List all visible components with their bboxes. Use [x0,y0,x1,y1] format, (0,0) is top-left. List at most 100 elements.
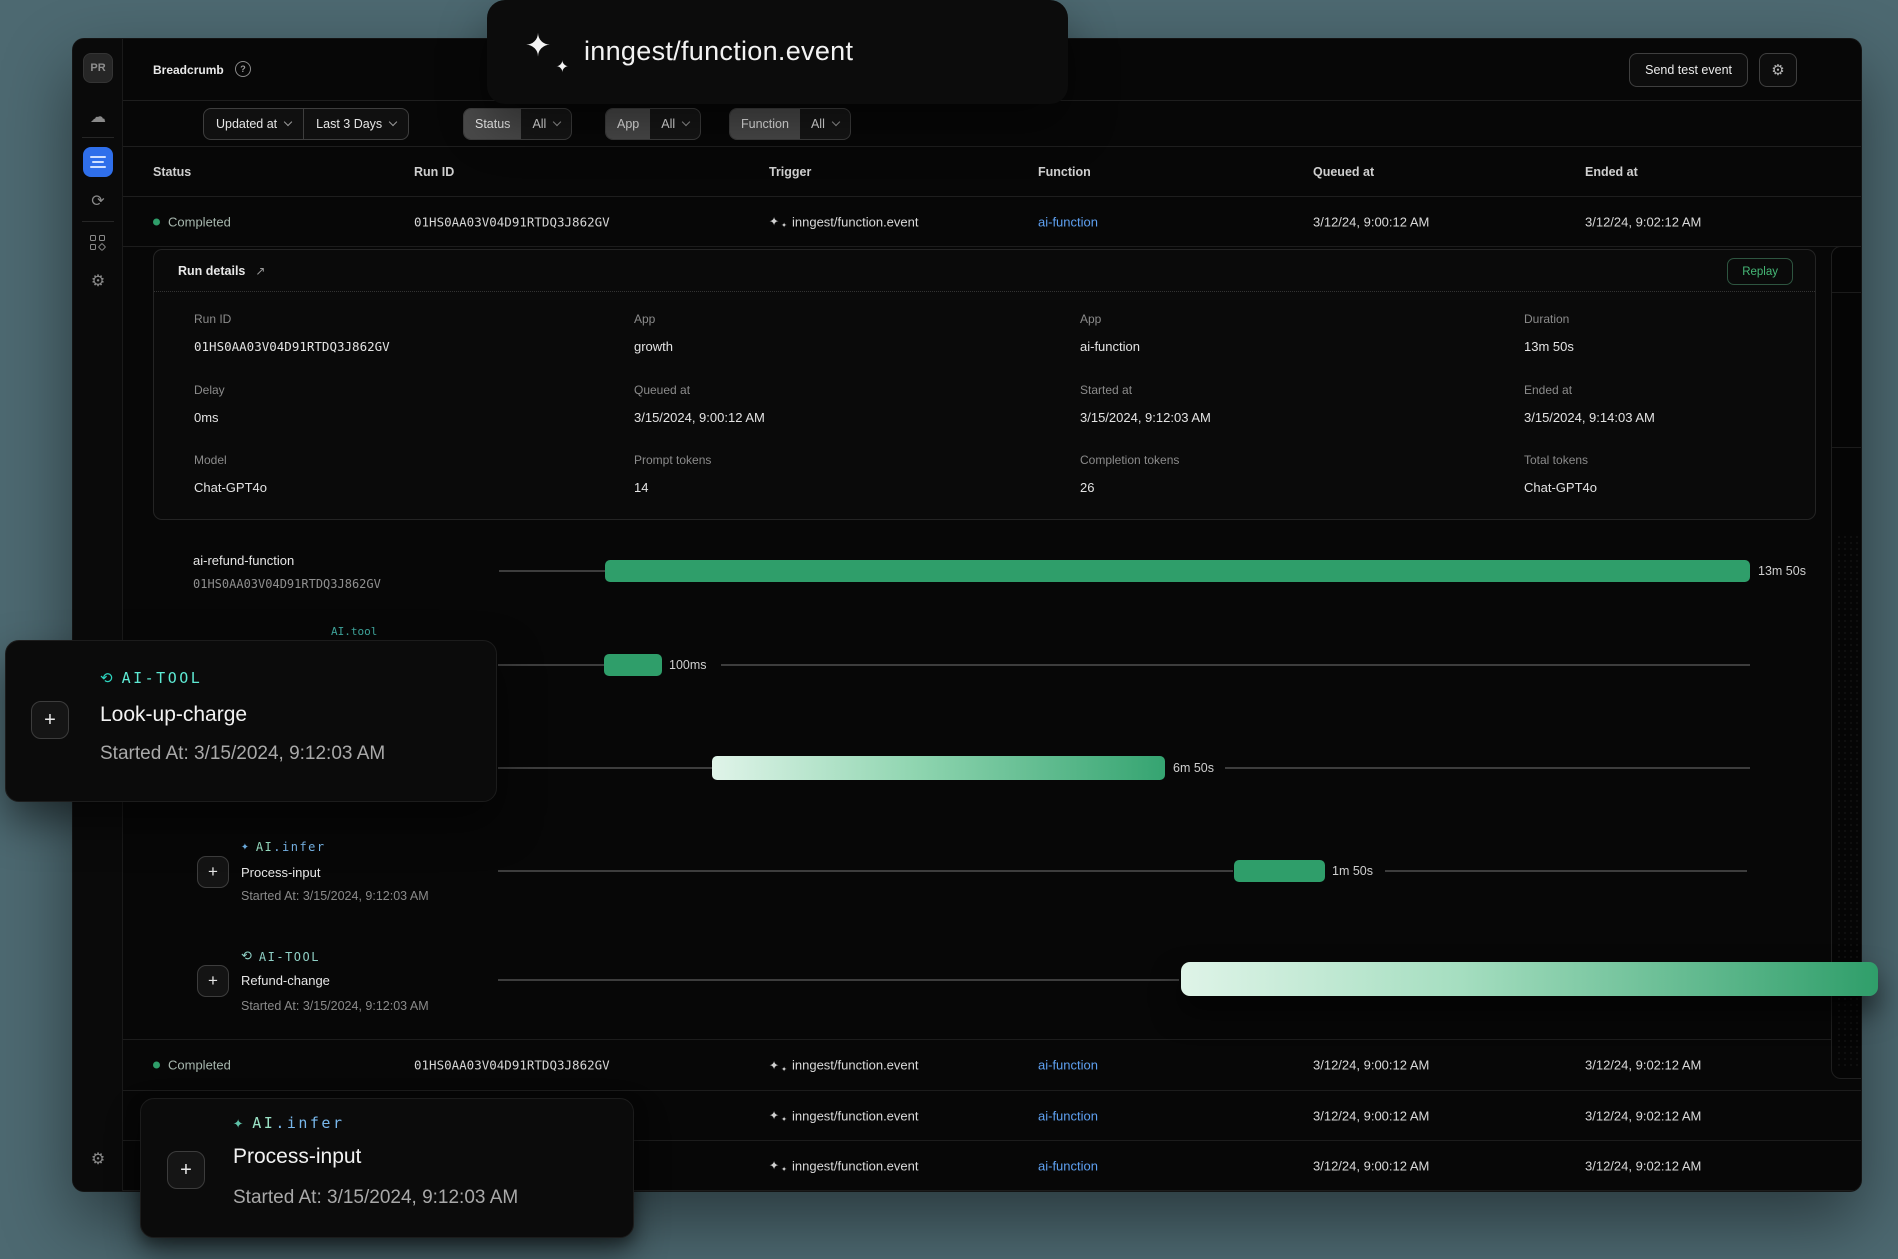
field-value: 0ms [194,410,219,425]
field-label: Started at [1080,383,1133,397]
sparkle-icon: ✦ ✦ [769,214,787,230]
run-status: Completed [168,214,231,229]
col-trigger: Trigger [769,164,812,179]
function-link[interactable]: ai-function [1038,214,1098,229]
chevron-down-icon [283,117,293,127]
sort-filter[interactable]: Updated at [204,109,303,139]
field-value-link[interactable]: ai-function [1080,339,1140,354]
avatar[interactable]: PR [83,53,113,83]
settings-button[interactable]: ⚙ [1759,53,1797,87]
field-label: Run ID [194,312,232,326]
span-card-ai-infer[interactable]: + ✦ AI.infer Process-input Started At: 3… [140,1098,634,1238]
trigger-event: inngest/function.event [792,214,919,229]
trigger-event: inngest/function.event [792,1057,919,1073]
send-test-event-button[interactable]: Send test event [1629,53,1748,87]
apps-grid-icon[interactable] [90,235,107,252]
sparkle-icon: ✦ ✦ [769,1108,787,1124]
settings-icon[interactable]: ⚙ [90,273,106,290]
field-label: Duration [1524,312,1570,326]
col-function: Function [1038,164,1091,179]
field-label: Completion tokens [1080,453,1180,467]
function-filter-label: Function [730,109,800,139]
date-range-filter[interactable]: Last 3 Days [303,109,408,139]
ended-at: 3/12/24, 9:02:12 AM [1585,1158,1702,1173]
sparkle-icon: ✦ ✦ [525,28,569,76]
run-details-title: Run details [178,263,246,278]
field-label: Queued at [634,383,691,397]
timeline-bar-100ms[interactable] [604,654,662,676]
breadcrumb: Breadcrumb [153,63,224,77]
function-link[interactable]: ai-function [1038,1057,1098,1073]
duration-label: 6m 50s [1173,761,1214,775]
sidebar-item-runs[interactable] [83,147,113,177]
span-started-at: Started At: 3/15/2024, 9:12:03 AM [100,743,386,764]
timeline-bar-1m50s[interactable] [1234,860,1325,882]
col-status: Status [153,164,192,179]
runs-list-icon [92,161,104,163]
span-started-at: Started At: 3/15/2024, 9:12:03 AM [241,889,429,903]
app-window: PR ☁ ⟳ ⚙ ⚙ Breadcrumb ? Send test event … [72,38,1862,1192]
field-label: Model [194,453,227,467]
settings-bottom-icon[interactable]: ⚙ [90,1151,106,1168]
trigger-event: inngest/function.event [792,1108,919,1123]
filter-bar: Updated at Last 3 Days Status All App Al… [123,101,1861,147]
span-name: Process-input [241,865,321,880]
ended-at: 3/12/24, 9:02:12 AM [1585,214,1702,229]
timeline-bar-6m50s[interactable] [712,756,1165,780]
duration-label: 100ms [669,658,707,672]
run-id: 01HS0AA03V04D91RTDQ3J862GV [414,214,610,229]
timeline-bar-root[interactable] [605,560,1750,582]
status-dot [153,1061,160,1069]
function-link[interactable]: ai-function [1038,1108,1098,1123]
timeline-track [1385,870,1747,872]
app-filter[interactable]: App All [605,108,702,140]
queued-at: 3/12/24, 9:00:12 AM [1313,1158,1430,1173]
span-card-ai-tool[interactable]: + ⟲ AI-TOOL Look-up-charge Started At: 3… [5,640,497,802]
timeline-bar-refund-change[interactable] [1181,962,1878,996]
sidebar-divider [82,137,114,138]
sort-range-filter: Updated at Last 3 Days [203,108,410,140]
sparkle-icon: ✦ [233,1113,244,1133]
timeline-track [498,664,604,666]
status-filter[interactable]: Status All [463,108,573,140]
expand-button[interactable]: + [197,965,229,997]
table-row[interactable]: Completed 01HS0AA03V04D91RTDQ3J862GV ✦✦ i… [123,197,1861,247]
field-value: 3/15/2024, 9:14:03 AM [1524,410,1655,425]
cloud-icon[interactable]: ☁ [90,109,106,126]
chevron-down-icon [553,117,562,127]
chevron-down-icon [681,117,691,127]
app-filter-value[interactable]: All [650,109,700,139]
span-title: Process-input [233,1145,362,1168]
replay-button[interactable]: Replay [1727,258,1793,285]
field-label: Total tokens [1524,453,1589,467]
external-link-icon[interactable]: ↗ [255,263,266,278]
timeline-track [721,664,1750,666]
trigger-event: inngest/function.event [792,1158,919,1173]
expand-button[interactable]: + [31,701,69,739]
status-filter-value[interactable]: All [521,109,571,139]
table-header: Status Run ID Trigger Function Queued at… [123,147,1861,197]
table-row[interactable]: Completed 01HS0AA03V04D91RTDQ3J862GV ✦✦ i… [123,1039,1861,1091]
expand-button[interactable]: + [197,856,229,888]
field-value: 26 [1080,480,1095,495]
event-tooltip: ✦ ✦ inngest/function.event [487,0,1068,104]
field-value: 3/15/2024, 9:12:03 AM [1080,410,1211,425]
field-value: 01HS0AA03V04D91RTDQ3J862GV [194,339,390,354]
field-value: 13m 50s [1524,339,1574,354]
hidden-row-label-fragment: AI.tool [331,625,378,636]
expand-button[interactable]: + [167,1151,205,1189]
ended-at: 3/12/24, 9:02:12 AM [1585,1057,1702,1073]
help-icon[interactable]: ? [235,61,251,77]
span-type: ✦ AI.infer [241,839,326,854]
refresh-icon[interactable]: ⟳ [91,193,105,210]
field-label: Prompt tokens [634,453,712,467]
field-label: App [634,312,656,326]
function-filter-value[interactable]: All [800,109,850,139]
function-link[interactable]: ai-function [1038,1158,1098,1173]
timeline-root-name: ai-refund-function [193,553,295,568]
field-value-link[interactable]: growth [634,339,674,354]
sidebar: PR ☁ ⟳ ⚙ ⚙ [73,39,123,1191]
field-label: Delay [194,383,225,397]
function-filter[interactable]: Function All [729,108,851,140]
